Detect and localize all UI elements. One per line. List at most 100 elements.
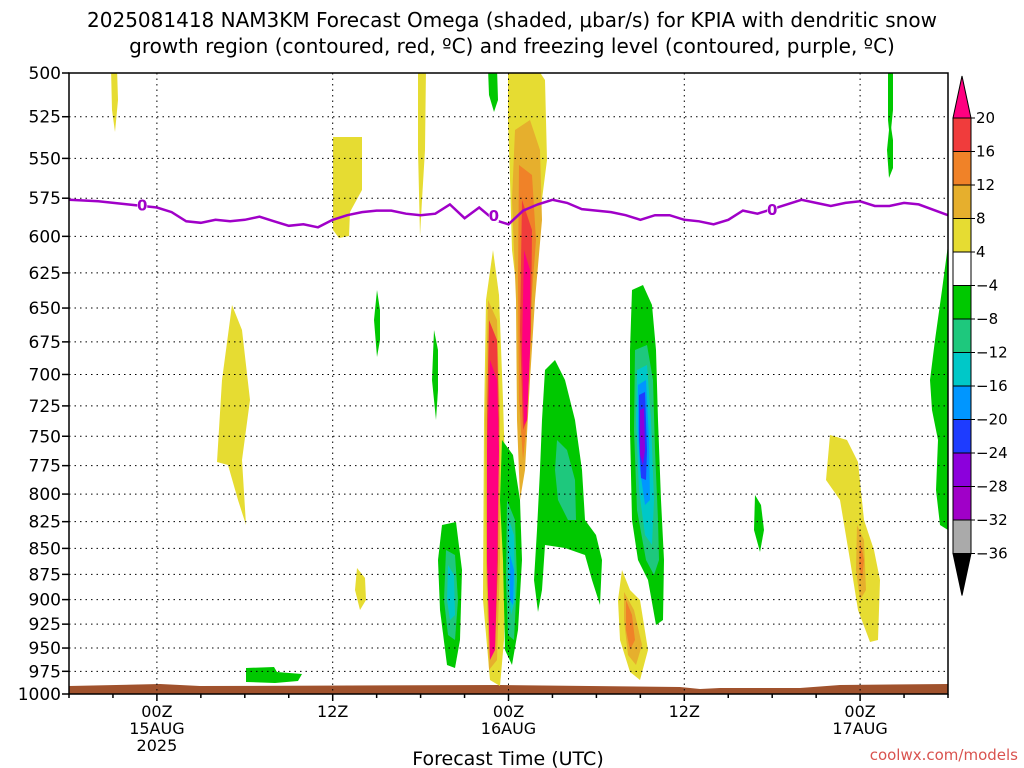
- freezing-label-bg: [137, 196, 148, 212]
- colorbar-label: −20: [976, 411, 1008, 429]
- colorbar-segment: [952, 519, 972, 554]
- x-axis-title: Forecast Time (UTC): [412, 748, 603, 768]
- omega-area: [447, 565, 455, 620]
- chart-gridlines: [69, 73, 948, 694]
- x-tick-label: 00Z: [844, 702, 875, 721]
- colorbar-top-arrow: [952, 75, 972, 119]
- x-tick-label: 12Z: [669, 702, 700, 721]
- y-tick-label: 575: [29, 189, 61, 209]
- y-tick-label: 600: [29, 227, 61, 247]
- y-tick-label: 550: [29, 149, 61, 169]
- colorbar-label: −36: [976, 545, 1008, 563]
- omega-area: [640, 408, 645, 465]
- x-tick-label: 17AUG: [832, 719, 887, 738]
- omega-area: [487, 360, 499, 660]
- colorbar-label: −16: [976, 377, 1008, 395]
- chart-title-line-2: growth region (contoured, red, ºC) and f…: [129, 34, 895, 58]
- omega-area: [826, 435, 880, 642]
- colorbar-segment: [952, 385, 972, 420]
- omega-area: [887, 120, 893, 178]
- x-tick-label: 00Z: [493, 702, 524, 721]
- colorbar-segment: [952, 419, 972, 454]
- omega-area: [888, 73, 893, 140]
- y-tick-label: 725: [29, 397, 61, 417]
- y-axis-pressure: 500 525 550 575 600 625 650 675 700 725 750 775 800 8…: [18, 64, 69, 705]
- omega-area: [930, 245, 948, 530]
- colorbar-label: −12: [976, 344, 1008, 362]
- x-tick-label: 16AUG: [481, 719, 536, 738]
- omega-area: [859, 540, 864, 580]
- chart-title-line-1: 2025081418 NAM3KM Forecast Omega (shaded…: [87, 8, 937, 32]
- omega-contour-neg24-neg28: [640, 408, 645, 465]
- colorbar: 20 16 12 8 4 −4 −8 −12 −16 −20 −24 −28 −32 −36: [952, 75, 1008, 596]
- omega-area: [510, 555, 514, 605]
- colorbar-label: 12: [976, 176, 995, 194]
- colorbar-label: −8: [976, 310, 998, 328]
- y-tick-label: 800: [29, 485, 61, 505]
- colorbar-segment: [952, 218, 972, 253]
- x-tick-label: 12Z: [317, 702, 348, 721]
- source-credit: coolwx.com/models: [870, 746, 1018, 764]
- y-tick-label: 775: [29, 457, 61, 477]
- freezing-level-labels: 0 0 0: [137, 196, 777, 225]
- freezing-level-contour: [69, 198, 948, 229]
- y-tick-label: 625: [29, 264, 61, 284]
- colorbar-label: −24: [976, 444, 1008, 462]
- colorbar-label: 20: [976, 109, 995, 127]
- omega-area: [374, 290, 380, 357]
- freezing-level-label: 0: [137, 196, 147, 214]
- omega-area: [333, 137, 362, 238]
- colorbar-bottom-arrow: [952, 553, 972, 596]
- x-tick-label: 15AUG: [129, 719, 184, 738]
- x-tick-label: 00Z: [141, 702, 172, 721]
- omega-area: [754, 495, 764, 552]
- colorbar-segment: [952, 151, 972, 186]
- colorbar-segment: [952, 486, 972, 521]
- omega-shading-layer: [69, 73, 948, 694]
- colorbar-segment: [952, 452, 972, 487]
- freezing-level-label: 0: [489, 207, 499, 225]
- y-tick-label: 875: [29, 565, 61, 585]
- colorbar-segment: [952, 184, 972, 219]
- y-tick-label: 1000: [18, 685, 61, 705]
- omega-contour-over-20: [487, 250, 530, 660]
- y-tick-label: 525: [29, 108, 61, 128]
- freezing-level-label: 0: [767, 201, 777, 219]
- x-tick-label: 2025: [137, 736, 178, 755]
- omega-area: [522, 250, 530, 425]
- colorbar-segment: [952, 251, 972, 286]
- y-tick-label: 700: [29, 365, 61, 385]
- colorbar-label: −32: [976, 511, 1008, 529]
- y-tick-label: 900: [29, 591, 61, 611]
- omega-area: [488, 73, 498, 112]
- y-tick-label: 975: [29, 662, 61, 682]
- y-tick-label: 950: [29, 639, 61, 659]
- freezing-label-bg: [767, 201, 778, 217]
- y-tick-label: 675: [29, 333, 61, 353]
- y-tick-label: 850: [29, 539, 61, 559]
- y-tick-label: 825: [29, 513, 61, 533]
- y-tick-label: 650: [29, 299, 61, 319]
- colorbar-label: 8: [976, 210, 986, 228]
- colorbar-segment: [952, 318, 972, 353]
- omega-area: [418, 73, 426, 236]
- colorbar-label: 16: [976, 143, 995, 161]
- colorbar-segment: [952, 352, 972, 387]
- omega-area: [555, 440, 576, 520]
- colorbar-label: −28: [976, 478, 1008, 496]
- omega-area: [626, 600, 635, 650]
- freezing-label-bg: [488, 207, 499, 223]
- omega-area: [111, 73, 118, 132]
- omega-area: [432, 330, 438, 420]
- omega-area: [217, 305, 250, 525]
- colorbar-label: −4: [976, 277, 998, 295]
- y-tick-label: 750: [29, 427, 61, 447]
- omega-area: [355, 568, 366, 610]
- y-tick-label: 925: [29, 615, 61, 635]
- y-tick-label: 500: [29, 64, 61, 84]
- colorbar-segment: [952, 285, 972, 320]
- colorbar-label: 4: [976, 243, 986, 261]
- colorbar-segment: [952, 117, 972, 152]
